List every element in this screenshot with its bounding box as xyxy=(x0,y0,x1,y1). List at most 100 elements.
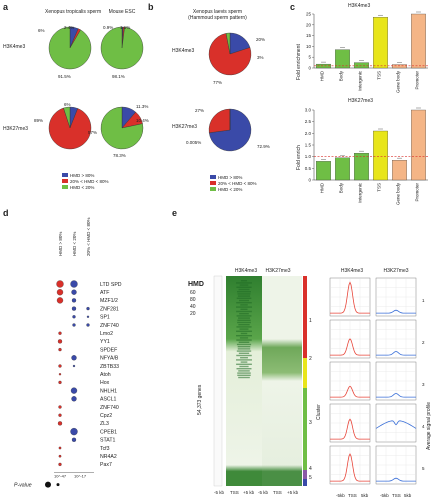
heatmap-streak-36 xyxy=(236,359,252,361)
heatmap-streak-6 xyxy=(237,293,251,295)
c1-cat-label-1: Body xyxy=(339,70,344,81)
c2-cat-label-2: Intergenic xyxy=(358,182,363,203)
profile-line-3-0 xyxy=(330,418,370,440)
profile-line-0-0 xyxy=(330,281,370,314)
c2-bar-1 xyxy=(335,157,350,181)
panel-b-header-line1: Xenopus laevis sperm xyxy=(192,9,243,15)
heatmap-streak-34 xyxy=(236,354,252,357)
dot-1-1 xyxy=(71,289,77,295)
pie-a1-label-2: 98.1% xyxy=(112,74,125,79)
legend-b-item-0: HMD > 80% xyxy=(218,174,243,180)
pie-a2-extra-label: 57% xyxy=(88,130,98,135)
motif-label-4: SP1 xyxy=(100,315,110,321)
heatmap-streak-33 xyxy=(238,352,250,354)
profile-line-3-1 xyxy=(375,420,417,429)
c2-ytick-label-2: 1.0 xyxy=(305,154,312,159)
pie-a3-label-0: 11.3% xyxy=(136,104,149,109)
pvalue-tick-1: 10^-17 xyxy=(74,474,87,479)
c1-ytick-label-0: 0 xyxy=(308,66,311,71)
panel-label-e: e xyxy=(172,208,178,218)
pie-chart-xenopus-h3k27me3 xyxy=(48,106,92,150)
heatmap-streak-18 xyxy=(237,319,251,321)
cluster-number-4: 4 xyxy=(309,466,312,472)
row-label-h3k27me3: H3K27me3 xyxy=(3,126,29,132)
motif-label-0: LTD SPD xyxy=(100,282,122,288)
motif-label-10: ZBTB33 xyxy=(100,364,119,370)
heatmap-streak-42 xyxy=(237,372,251,374)
heatmap-streak-38 xyxy=(236,363,252,365)
heatmap-streak-19 xyxy=(237,321,251,324)
dot-5-2 xyxy=(86,323,90,327)
heatmap-streak-17 xyxy=(238,317,250,319)
heatmap-streak-39 xyxy=(239,365,249,368)
motif-label-18: CPEB1 xyxy=(100,429,117,435)
dot-17-0 xyxy=(57,421,63,426)
heatmap-streak-16 xyxy=(236,315,252,317)
legend-swatch-blue xyxy=(62,173,68,177)
dot-4-1 xyxy=(72,315,76,319)
c1-bar-3 xyxy=(373,17,388,69)
hmd-level-2: 40 xyxy=(190,304,196,310)
c1-cat-label-0: HMD xyxy=(320,70,325,81)
pie-a1-label-0: 0.9% xyxy=(103,25,114,30)
profile-cluster-2: 2 xyxy=(422,340,425,345)
dot-3-2 xyxy=(86,306,90,311)
pie-a0-label-1: 2.4% xyxy=(64,25,75,30)
dot-10-1 xyxy=(72,364,76,368)
heatmap-streak-22 xyxy=(239,328,249,330)
hmd-title: HMD xyxy=(188,281,204,288)
dot-16-0 xyxy=(58,413,62,417)
pie-a3-label-1: 10.4% xyxy=(136,118,149,123)
dot-6-0 xyxy=(58,331,62,335)
cluster-number-1: 1 xyxy=(309,318,312,324)
dot-11-0 xyxy=(58,373,62,376)
chart-c2-title: H3K27me3 xyxy=(348,98,374,104)
dot-15-0 xyxy=(58,405,62,409)
profile-line-4-1 xyxy=(376,477,416,482)
dot-20-0 xyxy=(58,446,62,450)
heatmap-streak-27 xyxy=(236,339,252,341)
c2-bar-3 xyxy=(373,130,388,181)
profile-title-h3k4me3: H3K4me3 xyxy=(340,268,364,274)
c2-cat-label-0: HMD xyxy=(320,182,325,193)
cluster-bar-segment-2 xyxy=(303,388,307,470)
dot-4-2 xyxy=(86,315,90,318)
c1-ytick-label-5: 25 xyxy=(306,12,312,17)
pie-b0-slice-2 xyxy=(225,32,231,55)
heatmap-streak-13 xyxy=(240,308,248,310)
c1-cat-label-3: TSS xyxy=(377,71,382,80)
dot-1-0 xyxy=(56,289,64,296)
c2-ytick-label-1: 0.5 xyxy=(305,166,312,171)
heatmap-streak-24 xyxy=(240,332,248,335)
heatmap-title-h3k27me3: H3K27me3 xyxy=(265,268,291,274)
pie-chart-mouse-h3k4me3 xyxy=(100,26,144,70)
profile-axis-4: TSS xyxy=(392,493,401,498)
axis-label-3: -5 kb xyxy=(258,490,269,495)
dot-2-1 xyxy=(71,298,77,303)
pie-b1-label-0: 72.9% xyxy=(257,144,270,149)
profile-cluster-5: 5 xyxy=(422,466,425,471)
c2-ytick-label-6: 3.0 xyxy=(305,108,312,113)
motif-label-17: ZL3 xyxy=(100,421,109,427)
heatmap-streak-30 xyxy=(237,346,251,348)
c2-bar-2 xyxy=(354,153,369,181)
pie-a2-slice-1 xyxy=(48,107,92,150)
c2-bar-5 xyxy=(411,109,426,181)
heatmap-streak-29 xyxy=(236,343,252,346)
pie-b0-slice-1 xyxy=(208,33,252,76)
dot-2-0 xyxy=(56,297,64,304)
motif-label-20: Tcf3 xyxy=(100,446,110,452)
dot-13-1 xyxy=(70,387,78,394)
hmd-column xyxy=(213,275,223,487)
heatmap-streak-44 xyxy=(238,376,250,379)
c2-cat-label-1: Body xyxy=(339,182,344,193)
pie-a2-label-1: 89% xyxy=(34,118,44,123)
motif-label-13: NHLH1 xyxy=(100,388,117,394)
dot-0-1 xyxy=(70,280,78,288)
dot-9-1 xyxy=(71,355,77,361)
col-header-hmd-mid: 20% < HMD < 80% xyxy=(86,217,91,256)
pvalue-legend-dot-large xyxy=(45,481,51,488)
pvalue-tick-0: 10^-47 xyxy=(54,474,67,479)
pie-b1-slice-1 xyxy=(208,108,231,133)
c2-ytick-label-0: 0 xyxy=(308,178,311,183)
